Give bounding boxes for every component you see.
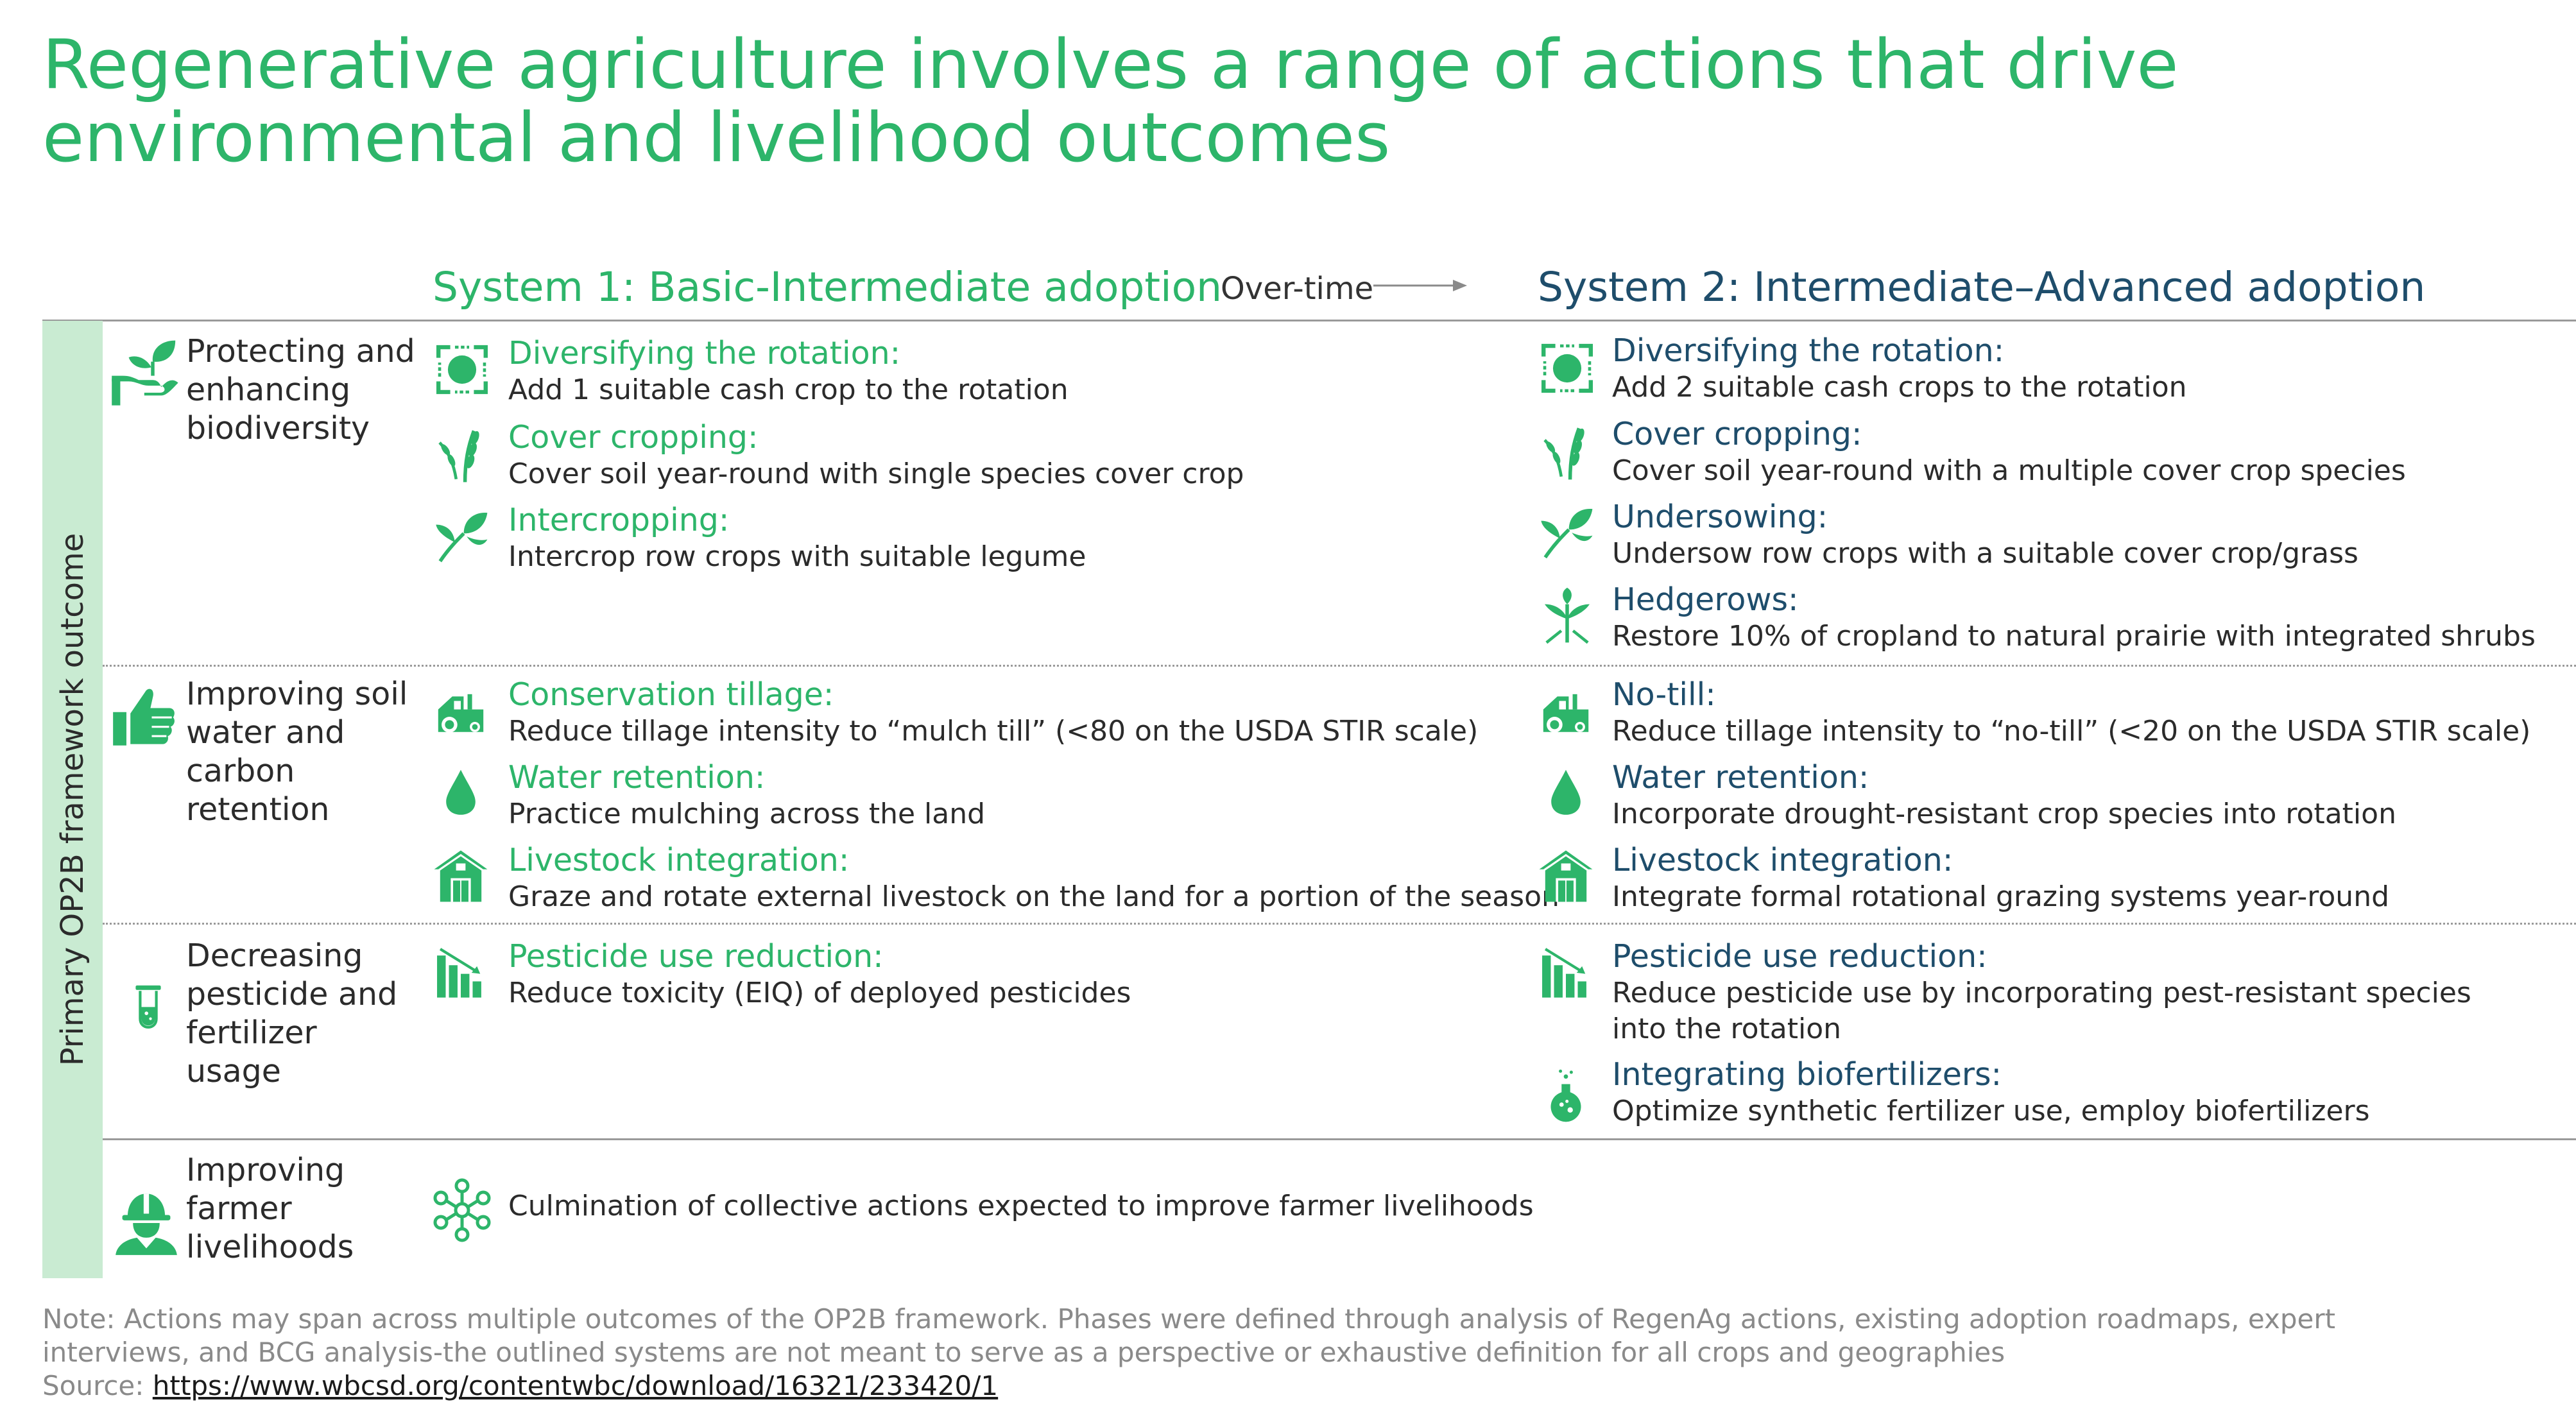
s2-rotation-action: Diversifying the rotation: Add 2 suitabl… (1612, 332, 2187, 406)
outcome-soil: Improving soil water and carbon retentio… (186, 676, 408, 828)
s1-pesticide-action: Pesticide use reduction: Reduce toxicity… (508, 938, 1131, 1011)
declining-bars-icon (1539, 946, 1593, 1000)
livelihood-description: Culmination of collective actions expect… (508, 1190, 1534, 1222)
test-tube-icon (126, 969, 171, 1043)
action-description: Reduce toxicity (EIQ) of deployed pestic… (508, 977, 1131, 1009)
sidebar-label: Primary OP2B framework outcome (55, 533, 90, 1066)
s2-livestock-action: Livestock integration: Integrate formal … (1612, 842, 2389, 915)
hand-plant-icon (110, 336, 181, 407)
tractor-icon (1538, 684, 1594, 740)
water-drop-icon (1541, 761, 1590, 823)
system2-header: System 2: Intermediate–Advanced adoption (1538, 264, 2426, 311)
action-description: Integrate formal rotational grazing syst… (1612, 880, 2390, 913)
action-title: Cover cropping: (1612, 416, 1862, 452)
network-icon (430, 1178, 494, 1242)
action-description: Incorporate drought-resistant crop speci… (1612, 798, 2396, 830)
barn-icon (431, 846, 490, 905)
row-divider (103, 1138, 2576, 1140)
action-description: Graze and rotate external livestock on t… (508, 880, 1559, 913)
action-title: No-till: (1612, 676, 1716, 713)
declining-bars-icon (434, 946, 488, 1000)
s1-tillage-action: Conservation tillage: Reduce tillage int… (508, 676, 1478, 749)
arrow-right-icon (1373, 280, 1467, 291)
page-title: Regenerative agriculture involves a rang… (42, 28, 2179, 175)
header-divider (42, 320, 2576, 321)
row-divider (103, 665, 2576, 667)
outcome-biodiversity: Protecting and enhancing biodiversity (186, 333, 415, 447)
wheat-icon (1538, 421, 1597, 485)
action-description: Undersow row crops with a suitable cover… (1612, 537, 2358, 570)
action-description: Add 2 suitable cash crops to the rotatio… (1612, 371, 2187, 404)
title-line-2: environmental and livelihood outcomes (42, 98, 1391, 177)
footnote: Note: Actions may span across multiple o… (42, 1303, 2417, 1403)
action-description: Reduce pesticide use by incorporating pe… (1612, 977, 2471, 1045)
action-description: Restore 10% of cropland to natural prair… (1612, 620, 2536, 653)
source-link[interactable]: https://www.wbcsd.org/contentwbc/downloa… (152, 1370, 999, 1401)
action-title: Water retention: (508, 759, 766, 796)
action-title: Livestock integration: (1612, 842, 1953, 878)
outcome-pesticide: Decreasing pesticide and fertilizer usag… (186, 937, 398, 1090)
action-title: Diversifying the rotation: (1612, 332, 2005, 369)
source-label: Source: (42, 1370, 144, 1401)
s2-pesticide-action: Pesticide use reduction: Reduce pesticid… (1612, 938, 2511, 1047)
action-title: Integrating biofertilizers: (1612, 1056, 2002, 1093)
action-description: Cover soil year-round with a multiple co… (1612, 454, 2406, 487)
rotation-icon (433, 340, 492, 399)
s1-livestock-action: Livestock integration: Graze and rotate … (508, 842, 1559, 915)
action-title: Hedgerows: (1612, 581, 1799, 618)
wheat-icon (433, 423, 492, 488)
outcome-livelihoods: Improving farmer livelihoods (186, 1152, 354, 1265)
sprout-icon (429, 507, 493, 566)
farmer-icon (113, 1188, 180, 1258)
s2-cover-action: Cover cropping: Cover soil year-round wi… (1612, 416, 2406, 489)
barn-icon (1536, 846, 1595, 905)
outcome-sidebar (42, 321, 103, 1278)
action-description: Optimize synthetic fertilizer use, emplo… (1612, 1095, 2370, 1127)
seedling-icon (1538, 583, 1597, 649)
s1-rotation-action: Diversifying the rotation: Add 1 suitabl… (508, 335, 1069, 408)
action-title: Pesticide use reduction: (508, 938, 884, 975)
water-drop-icon (436, 761, 485, 823)
s2-hedgerows-action: Hedgerows: Restore 10% of cropland to na… (1612, 581, 2536, 654)
action-title: Conservation tillage: (508, 676, 834, 713)
action-description: Reduce tillage intensity to “mulch till”… (508, 715, 1479, 748)
s1-water-action: Water retention: Practice mulching acros… (508, 759, 985, 832)
action-title: Pesticide use reduction: (1612, 938, 1988, 975)
footnote-note: Note: Actions may span across multiple o… (42, 1303, 2336, 1368)
s1-cover-action: Cover cropping: Cover soil year-round wi… (508, 419, 1244, 492)
s1-intercrop-action: Intercropping: Intercrop row crops with … (508, 502, 1086, 575)
thumbs-up-icon (110, 683, 177, 749)
title-line-1: Regenerative agriculture involves a rang… (42, 25, 2179, 104)
action-title: Undersowing: (1612, 499, 1828, 535)
s2-water-action: Water retention: Incorporate drought-res… (1612, 759, 2396, 832)
action-title: Diversifying the rotation: (508, 335, 901, 372)
action-description: Reduce tillage intensity to “no-till” (<… (1612, 715, 2531, 748)
footnote-source: Source: https://www.wbcsd.org/contentwbc… (42, 1369, 2417, 1403)
action-description: Practice mulching across the land (508, 798, 986, 830)
action-title: Livestock integration: (508, 842, 850, 878)
s2-undersowing-action: Undersowing: Undersow row crops with a s… (1612, 499, 2358, 572)
sprout-icon (1533, 503, 1599, 562)
action-description: Intercrop row crops with suitable legume (508, 540, 1086, 573)
action-title: Intercropping: (508, 502, 730, 538)
row-divider (103, 923, 2576, 925)
system1-header: System 1: Basic-Intermediate adoption (433, 264, 1223, 311)
flask-icon (1539, 1061, 1593, 1131)
s2-biofert-action: Integrating biofertilizers: Optimize syn… (1612, 1056, 2370, 1129)
action-title: Water retention: (1612, 759, 1869, 796)
overtime-label: Over-time (1221, 271, 1374, 307)
rotation-icon (1538, 339, 1597, 398)
action-description: Add 1 suitable cash crop to the rotation (508, 373, 1069, 406)
action-title: Cover cropping: (508, 419, 759, 456)
action-description: Cover soil year-round with single specie… (508, 458, 1244, 490)
tractor-icon (433, 684, 489, 740)
s2-notill-action: No-till: Reduce tillage intensity to “no… (1612, 676, 2530, 749)
